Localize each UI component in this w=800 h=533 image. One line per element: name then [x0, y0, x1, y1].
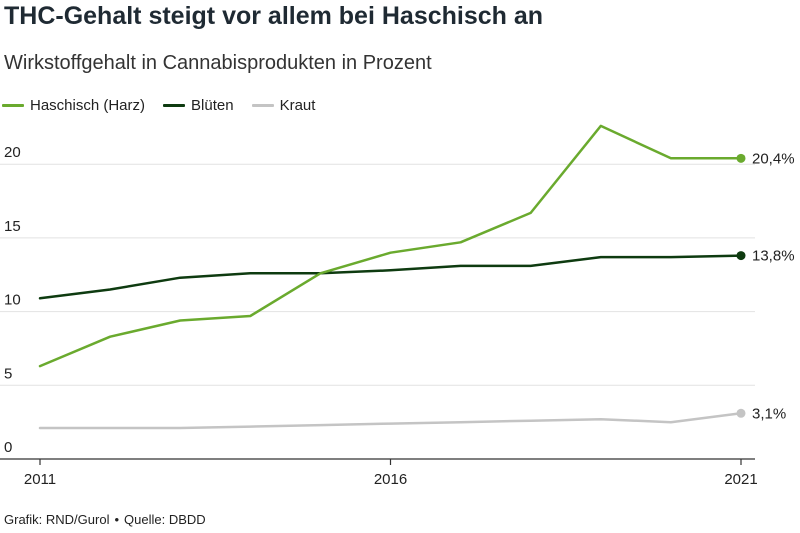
series-lines [38, 124, 743, 430]
chart-subtitle: Wirkstoffgehalt in Cannabisprodukten in … [4, 52, 432, 74]
y-tick-label-15: 15 [4, 218, 21, 235]
chart-title: THC-Gehalt steigt vor allem bei Haschisc… [4, 2, 544, 30]
y-tick-label-0: 0 [4, 439, 12, 456]
legend-swatch-haschisch [2, 104, 24, 107]
x-tick-label-2016: 2016 [374, 471, 407, 488]
end-label-2: 3,1% [752, 405, 786, 422]
legend-item-kraut: Kraut [251, 97, 316, 114]
x-tick-label-2021: 2021 [724, 471, 757, 488]
end-label-0: 20,4% [752, 150, 795, 167]
legend-item-blueten: Blüten [163, 97, 234, 114]
x-axis: 2011 2016 2021 [0, 458, 758, 488]
legend-label-blueten: Blüten [191, 97, 234, 114]
end-point-1 [736, 251, 746, 261]
series-line-0 [38, 124, 743, 368]
y-tick-label-5: 5 [4, 365, 12, 382]
legend-label-haschisch: Haschisch (Harz) [30, 97, 146, 114]
legend: Haschisch (Harz) Blüten Kraut [2, 97, 333, 114]
footer-separator: • [114, 512, 120, 527]
footer: Grafik: RND/Gurol • Quelle: DBDD [4, 512, 206, 527]
legend-label-kraut: Kraut [279, 97, 316, 114]
legend-item-haschisch: Haschisch (Harz) [2, 97, 145, 114]
footer-credit: Grafik: RND/Gurol [4, 512, 110, 527]
footer-source: Quelle: DBDD [124, 512, 206, 527]
gridlines [0, 163, 755, 386]
x-tick-label-2011: 2011 [24, 471, 56, 488]
end-label-1: 13,8% [752, 248, 795, 265]
series-line-2 [38, 412, 743, 430]
end-point-0 [736, 153, 746, 163]
series-line-1 [38, 254, 743, 300]
legend-swatch-kraut [251, 104, 274, 107]
y-axis-ticks: 0 5 10 15 20 [4, 144, 21, 456]
y-tick-label-20: 20 [4, 144, 21, 161]
y-tick-label-10: 10 [4, 292, 21, 309]
end-point-2 [736, 408, 746, 418]
end-markers: 3,1% 13,8% 20,4% [736, 150, 795, 422]
legend-swatch-blueten [163, 104, 186, 107]
